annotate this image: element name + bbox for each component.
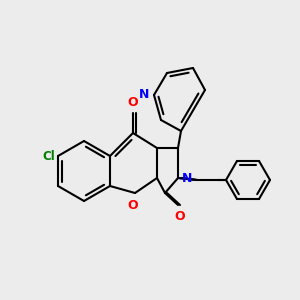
- Text: O: O: [128, 199, 138, 212]
- Text: O: O: [175, 210, 185, 223]
- Text: N: N: [139, 88, 149, 101]
- Text: O: O: [128, 96, 138, 109]
- Text: N: N: [182, 172, 192, 184]
- Text: Cl: Cl: [42, 149, 55, 163]
